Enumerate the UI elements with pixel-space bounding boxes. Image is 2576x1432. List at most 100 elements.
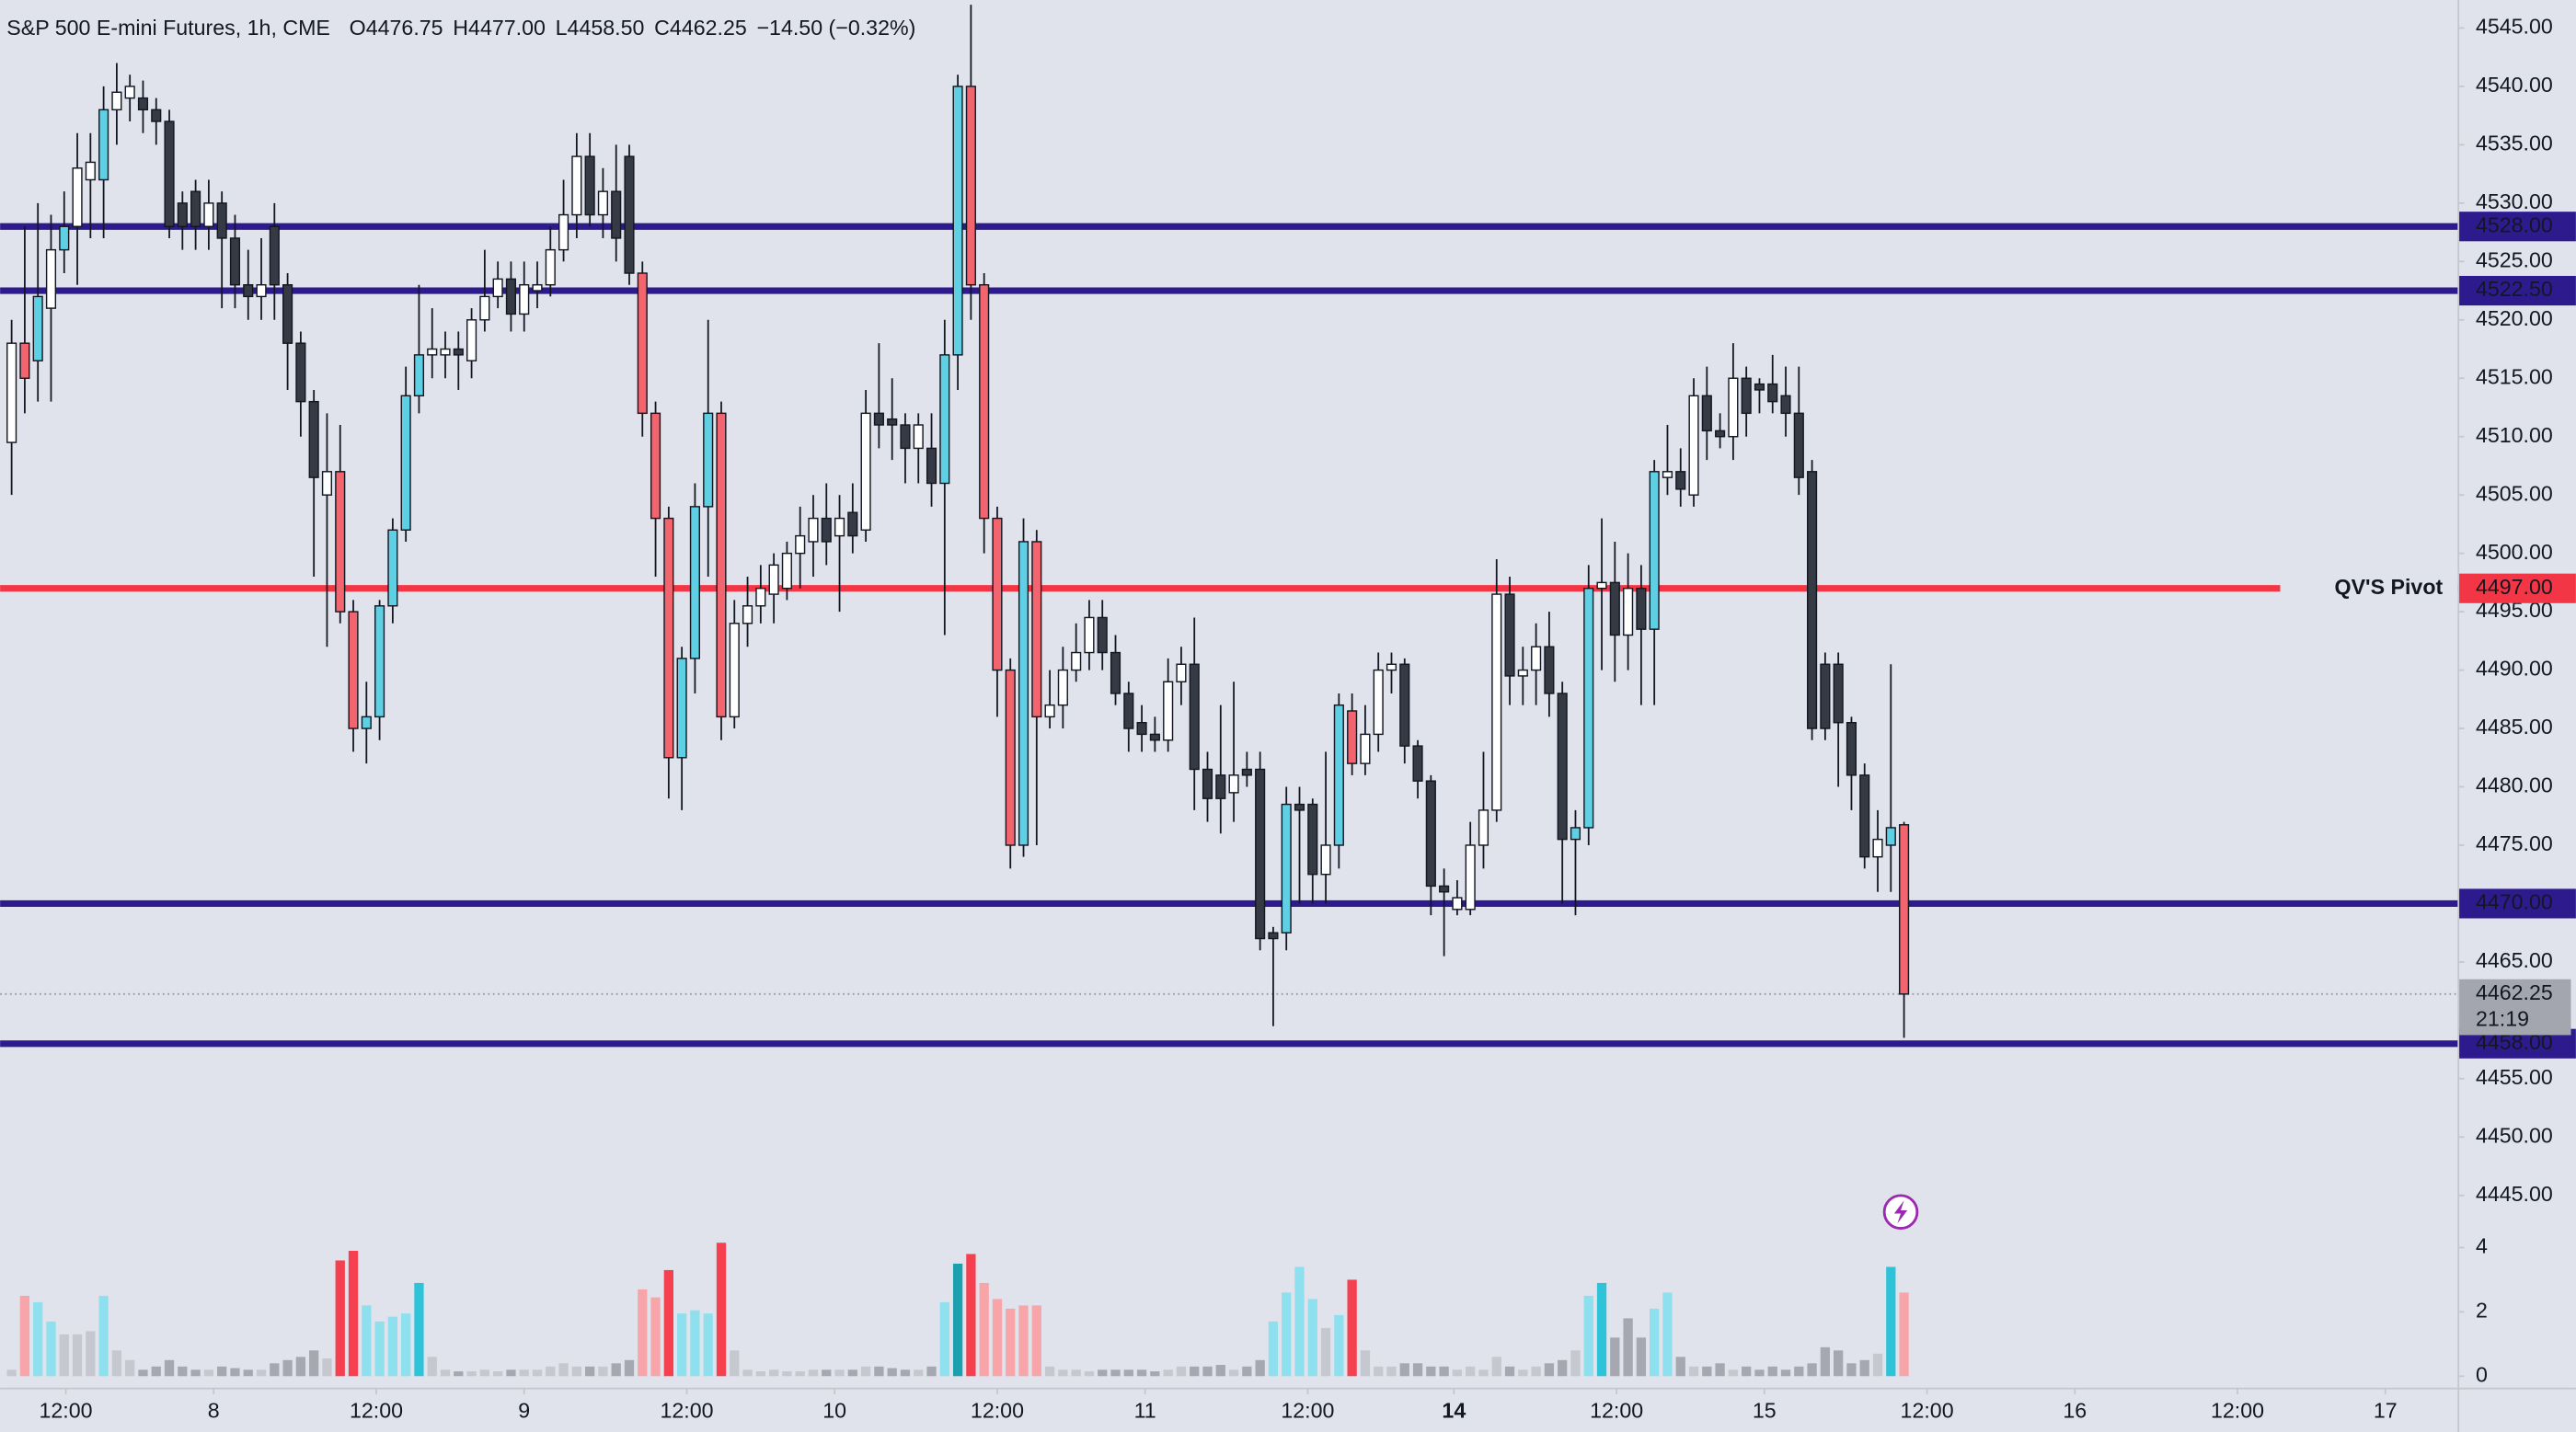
volume-bar [1820, 1346, 1831, 1377]
volume-bar [1596, 1282, 1607, 1377]
volume-bar [1531, 1366, 1541, 1377]
x-tick-label: 12:00 [40, 1399, 93, 1423]
candle-body [1465, 844, 1476, 911]
ohlc-key: H [453, 16, 468, 40]
candle-body [137, 97, 149, 111]
candle-body [1820, 663, 1831, 729]
volume-bar [1044, 1366, 1055, 1377]
volume-bar [546, 1366, 556, 1377]
candle-body [413, 354, 425, 397]
level-price-label: 4522.50 [2476, 277, 2553, 301]
x-tick-label: 12:00 [350, 1399, 403, 1423]
volume-bar [466, 1371, 477, 1377]
volume-bar [1688, 1366, 1699, 1377]
volume-bar [1491, 1357, 1501, 1377]
volume-bar [1452, 1369, 1463, 1377]
volume-bar [939, 1301, 949, 1377]
volume-bar [1412, 1363, 1423, 1377]
candle-body [1767, 383, 1778, 403]
volume-bar [808, 1369, 819, 1377]
volume-bar [834, 1369, 845, 1377]
y-tick-label: 4520.00 [2476, 306, 2553, 330]
candle-body [1715, 430, 1726, 438]
x-tick-label: 12:00 [660, 1399, 713, 1423]
volume-bar [125, 1359, 135, 1377]
volume-bar [348, 1250, 359, 1377]
candle-body [1241, 768, 1252, 776]
candle-body [1741, 377, 1752, 415]
volume-bar [914, 1369, 924, 1377]
candle-body [1491, 593, 1502, 811]
volume-bar [401, 1313, 411, 1377]
candle-body [1136, 721, 1147, 736]
volume-bar [1834, 1350, 1844, 1377]
volume-bar [584, 1366, 595, 1377]
volume-bar [19, 1295, 30, 1377]
level-name-backdrop [2280, 570, 2458, 607]
candle-body [834, 517, 845, 537]
volume-bar [138, 1369, 148, 1377]
plot: 4445.004450.004455.004460.004465.004470.… [0, 5, 2576, 1423]
volume-bar [282, 1359, 293, 1377]
candle-body [1728, 377, 1739, 438]
volume-bar [900, 1369, 911, 1377]
volume-bar [1320, 1327, 1331, 1377]
volume-bar [374, 1321, 385, 1377]
candle-body [453, 348, 464, 356]
candle-body [111, 91, 122, 111]
candle-body [519, 283, 530, 315]
candle-body [1688, 395, 1699, 496]
level-price-box [2459, 275, 2576, 306]
candle-body [269, 225, 280, 286]
candle-body [558, 213, 569, 251]
candle-body [1846, 721, 1857, 776]
level-price-label: 4528.00 [2476, 212, 2553, 236]
candle-body [584, 155, 595, 216]
volume-bar [1399, 1363, 1409, 1377]
volume-bar [1558, 1359, 1568, 1377]
volume-bar [571, 1366, 581, 1377]
candle-body [85, 161, 96, 181]
volume-bar [98, 1295, 109, 1377]
volume-bar [243, 1369, 253, 1377]
candle-body [716, 412, 727, 718]
candle-body [1347, 710, 1358, 764]
volume-bar [847, 1369, 857, 1377]
candle-body [1439, 885, 1450, 893]
y-tick-label: 4490.00 [2476, 657, 2553, 681]
last-price-box [2459, 979, 2571, 1036]
volume-bar [1360, 1350, 1371, 1377]
candle-body [1018, 541, 1029, 846]
candle-body [1452, 897, 1463, 911]
volume-bar [1307, 1299, 1317, 1377]
volume-bar [1846, 1363, 1857, 1377]
volume-bar [1098, 1369, 1108, 1377]
volume-bar [598, 1366, 608, 1377]
volume-bar [1150, 1371, 1160, 1377]
candle-body [532, 283, 543, 292]
candle-body [926, 447, 937, 485]
volume-bar [1215, 1365, 1225, 1377]
volume-bar [624, 1359, 635, 1377]
candle-body [1754, 383, 1765, 391]
candle-body [650, 412, 661, 520]
candle-body [1057, 669, 1068, 706]
volume-bar [1583, 1295, 1593, 1377]
volume-bar [1859, 1359, 1869, 1377]
volume-bar [1334, 1314, 1344, 1377]
candle-body [282, 283, 293, 344]
x-tick-label: 10 [822, 1399, 846, 1423]
volume-bar [860, 1366, 871, 1377]
y-tick-label: 4530.00 [2476, 189, 2553, 213]
volume-bar [1136, 1369, 1147, 1377]
candle-body [887, 418, 898, 426]
x-tick-label: 15 [1753, 1399, 1777, 1423]
volume-bar [1084, 1371, 1095, 1377]
candle-body [256, 283, 267, 298]
volume-bar [178, 1366, 188, 1377]
candle-body [703, 412, 714, 508]
volume-bar [1163, 1369, 1173, 1377]
volume-tick-label: 2 [2476, 1299, 2488, 1323]
